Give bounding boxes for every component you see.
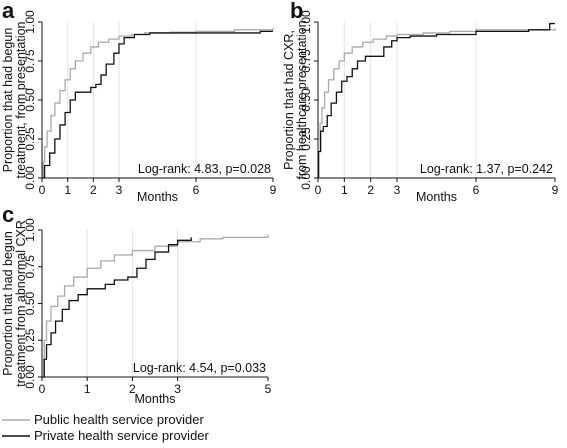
x-tick-label: 1 [64,183,71,197]
y-tick-label: 0.75 [299,49,313,73]
series-private-line [42,237,192,378]
y-axis-title: Proportion that had beguntreatment from … [1,220,28,387]
y-axis-title: Proportion that had beguntreatment, from… [1,21,28,178]
y-tick-label: 0.25 [23,328,37,352]
y-tick-label: 0.75 [23,255,37,279]
x-tick-label: 0 [39,183,46,197]
y-tick-label: 1.00 [299,10,313,34]
panel-a: 0 1 2 3 6 9 0.00 0.25 0.50 0.75 1.00 Months Proporti… [1,10,277,204]
logrank-annotation: Log-rank: 1.37, p=0.242 [420,162,553,176]
y-tick-label: 0.50 [299,88,313,112]
series-private-line [42,30,273,179]
y-tick-label: 0.25 [299,127,313,151]
logrank-annotation: Log-rank: 4.83, p=0.028 [138,162,271,176]
y-tick-label: 0.50 [23,88,37,112]
x-tick-label: 3 [394,183,401,197]
x-tick-label: 5 [265,382,272,396]
y-axis-title: Proportion that had CXR,from healthcare … [282,20,309,179]
x-tick-label: 0 [315,183,322,197]
x-tick-label: 3 [174,382,181,396]
x-tick-label: 9 [552,183,559,197]
x-tick-label: 0 [39,382,46,396]
x-tick-label: 3 [116,183,123,197]
y-tick-label: 0.00 [23,166,37,190]
x-tick-label: 2 [90,183,97,197]
x-tick-label: 2 [129,382,136,396]
legend-label: Public health service provider [34,412,204,427]
x-tick-label: 9 [270,183,277,197]
panel-b: 0 1 2 3 6 9 0.00 0.25 0.50 0.75 1.00 Months Proporti… [282,10,559,204]
panel-c-letter: c [2,202,14,227]
x-tick-label: 1 [341,183,348,197]
x-tick-label: 6 [193,183,200,197]
y-tick-label: 0.00 [23,365,37,389]
x-axis-title: Months [135,392,176,406]
x-tick-label: 6 [473,183,480,197]
panel-a-letter: a [2,0,15,23]
x-tick-label: 2 [367,183,374,197]
series-public-line [42,234,269,378]
y-tick-label: 0.00 [299,166,313,190]
x-tick-label: 1 [84,382,91,396]
legend-label: Private health service provider [34,428,210,443]
logrank-annotation: Log-rank: 4.54, p=0.033 [133,361,266,375]
panel-b-letter: b [290,0,303,23]
y-tick-label: 0.50 [23,291,37,315]
series-public-line [42,28,274,179]
y-tick-label: 1.00 [23,218,37,242]
y-tick-label: 0.25 [23,127,37,151]
y-tick-label: 0.75 [23,49,37,73]
series-private-line [317,22,555,179]
x-axis-title: Months [137,190,178,204]
y-tick-label: 1.00 [23,10,37,34]
series-public-line [318,28,556,179]
panel-c: 0 1 2 3 5 0.00 0.25 0.50 0.75 1.00 Months Proportio… [1,218,272,406]
x-axis-title: Months [416,190,457,204]
